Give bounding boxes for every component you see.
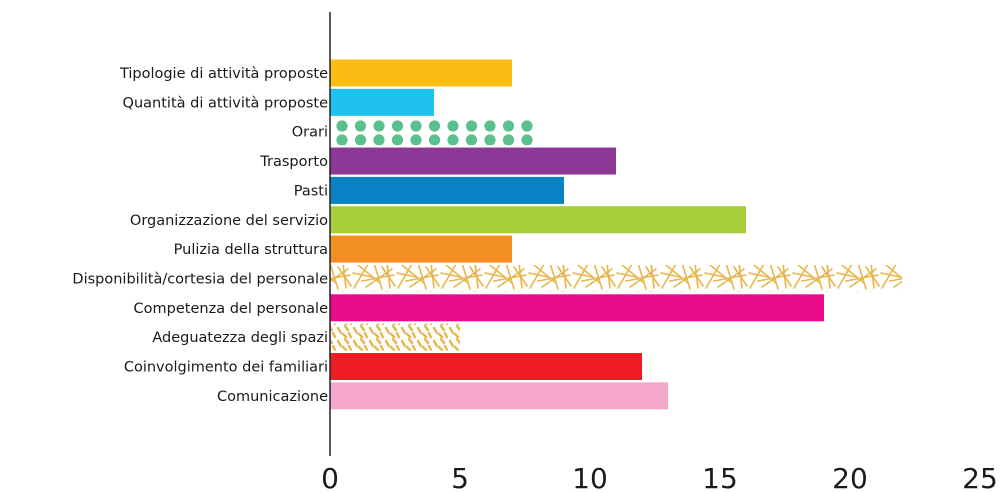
bar-competenza-del-personale [330, 294, 824, 322]
x-tick-label: 20 [832, 462, 868, 493]
category-label: Pulizia della struttura [174, 242, 328, 258]
bar-disponibilita-cortesia-del-personale [330, 264, 902, 292]
axes: 0 5 10 15 20 25 [321, 12, 998, 493]
bar-coinvolgimento-dei-familiari [330, 353, 642, 380]
x-tick-label: 15 [702, 462, 738, 493]
bar-orari [330, 118, 538, 146]
bar-organizzazione-del-servizio [330, 206, 746, 234]
category-label: Competenza del personale [134, 301, 329, 317]
category-label: Orari [292, 125, 328, 141]
category-label: Pasti [294, 183, 328, 199]
category-label: Tipologie di attività proposte [119, 66, 328, 82]
bar-trasporto [330, 147, 616, 175]
category-label: Comunicazione [217, 389, 328, 405]
x-tick-label: 0 [321, 462, 339, 493]
category-labels: Tipologie di attività proposte Quantità d… [72, 66, 328, 405]
x-tick-label: 5 [451, 462, 469, 493]
category-label: Coinvolgimento dei familiari [124, 360, 328, 376]
bar-pulizia-della-struttura [330, 235, 512, 263]
bar-comunicazione [330, 382, 668, 410]
category-label: Organizzazione del servizio [130, 213, 328, 229]
x-tick-label: 25 [962, 462, 998, 493]
bars [330, 59, 902, 410]
bar-quantita-di-attivita-proposte [330, 88, 434, 116]
category-label: Disponibilità/cortesia del personale [72, 271, 328, 287]
category-label: Trasporto [259, 154, 328, 170]
category-label: Quantità di attività proposte [123, 95, 329, 111]
category-label: Adeguatezza degli spazi [152, 330, 328, 346]
bar-adeguatezza-degli-spazi [330, 323, 460, 351]
x-tick-label: 10 [572, 462, 608, 493]
bar-tipologie-di-attivita-proposte [330, 59, 512, 87]
bar-pasti [330, 176, 564, 204]
